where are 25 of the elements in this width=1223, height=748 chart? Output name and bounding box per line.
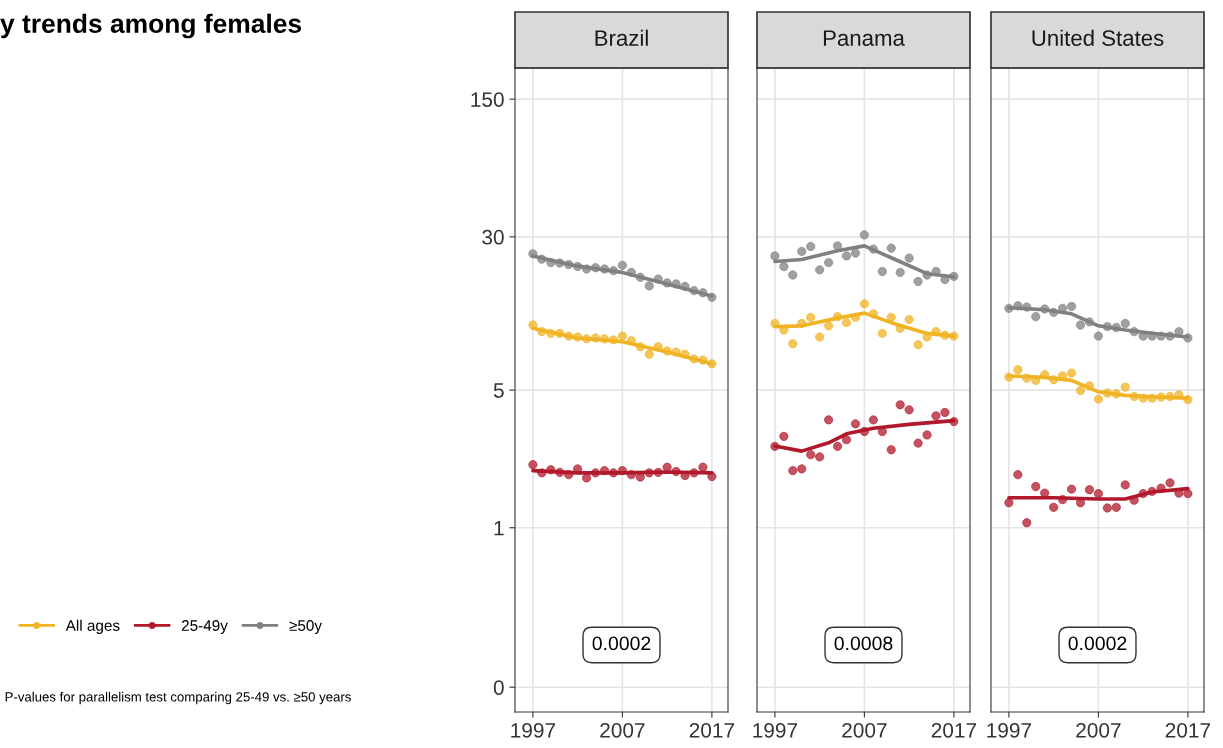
x-tick-label: 1997 <box>753 722 798 738</box>
x-tick-label: 1997 <box>511 722 556 738</box>
x-tick-label: 2007 <box>1076 722 1121 738</box>
x-tick-label: 2017 <box>689 722 735 738</box>
x-tick-label: 2007 <box>842 722 887 738</box>
y-tick-label: 5 <box>493 383 504 398</box>
x-tick-label: 2007 <box>600 722 645 738</box>
legend-label: 25-49y <box>181 620 228 634</box>
annotation: 0.0002 <box>592 636 651 651</box>
y-tick-label: 1 <box>494 520 504 536</box>
legend-label: ≥50y <box>289 620 322 634</box>
x-tick-label: 2017 <box>1165 722 1211 738</box>
x-tick-label: 1997 <box>987 722 1032 738</box>
y-tick-label: 0 <box>493 680 504 695</box>
chart-title: United States <box>1032 29 1164 46</box>
y-tick-label: 30 <box>482 229 504 245</box>
annotation: 0.0008 <box>834 636 893 651</box>
legend-label: All ages <box>65 619 120 634</box>
chart-title: Panama <box>823 30 905 46</box>
annotation: 0.0002 <box>1068 636 1127 651</box>
text: P-values for parallelism test comparing 25-49 vs. ≥50 years <box>5 691 351 705</box>
text: y trends among females <box>0 13 302 39</box>
chart-title: Brazil <box>595 29 648 46</box>
y-tick-label: 150 <box>471 92 504 107</box>
x-tick-label: 2017 <box>931 722 977 738</box>
